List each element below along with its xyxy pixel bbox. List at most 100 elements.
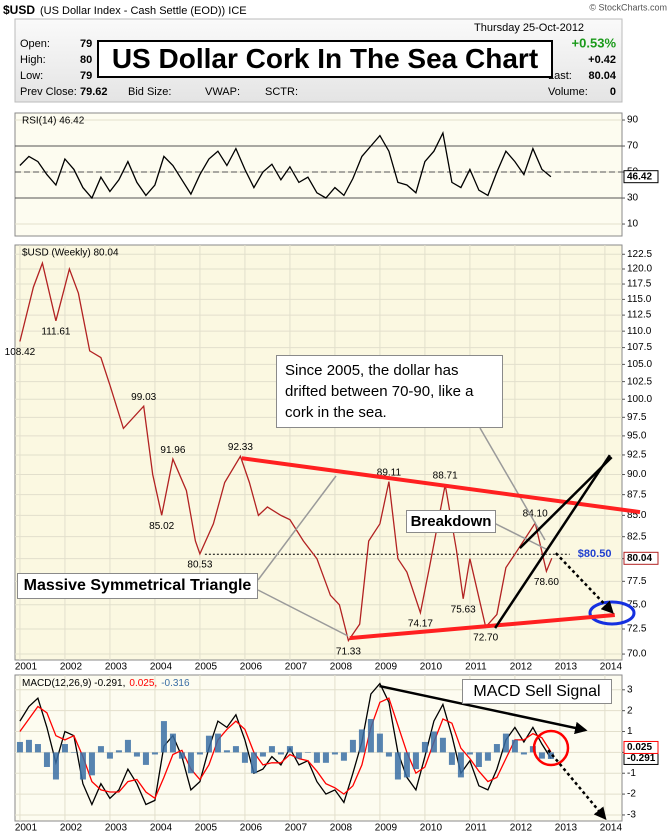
callout: Massive Symmetrical Triangle bbox=[17, 573, 258, 599]
description: (US Dollar Index - Cash Settle (EOD)) IC… bbox=[40, 5, 247, 17]
x-tick-label: 2010 bbox=[420, 662, 443, 673]
callout: Since 2005, the dollar has drifted betwe… bbox=[276, 355, 503, 428]
peak-label: 92.33 bbox=[228, 442, 253, 453]
x-tick-label: 2008 bbox=[330, 662, 353, 673]
y-tick-label: 1 bbox=[627, 726, 633, 737]
legend: RSI(14) 46.42 bbox=[22, 116, 85, 127]
y-tick-label: 117.5 bbox=[627, 279, 652, 290]
histogram-bar bbox=[52, 752, 59, 780]
histogram-bar bbox=[34, 744, 41, 753]
field-value: 80.04 bbox=[588, 70, 616, 82]
x-tick-label: 2003 bbox=[105, 823, 128, 834]
peak-label: 91.96 bbox=[160, 445, 185, 456]
annotation-layer bbox=[241, 427, 641, 821]
field-label: VWAP: bbox=[205, 86, 240, 98]
x-tick-label: 2005 bbox=[195, 823, 218, 834]
histogram-bar bbox=[187, 752, 194, 774]
histogram-bar bbox=[61, 744, 68, 753]
histogram-bar bbox=[286, 746, 293, 753]
histogram-bar bbox=[79, 752, 86, 780]
y-tick-label: 70 bbox=[627, 141, 639, 152]
field-label: Open: bbox=[20, 38, 50, 50]
trough-label: 74.17 bbox=[408, 618, 433, 629]
highlight-circle bbox=[532, 729, 570, 767]
y-tick-label: 3 bbox=[627, 684, 633, 695]
field-label: Last: bbox=[548, 70, 572, 82]
series-line bbox=[19, 260, 553, 643]
value-tag bbox=[623, 740, 659, 754]
y-tick-label: 82.5 bbox=[627, 531, 647, 542]
x-tick-label: 2001 bbox=[15, 662, 38, 673]
histogram-bar bbox=[304, 752, 311, 753]
y-tick-label: -2 bbox=[627, 789, 636, 800]
callout-pointer bbox=[257, 475, 337, 581]
histogram-bar bbox=[538, 752, 545, 759]
value-tag bbox=[623, 551, 659, 565]
histogram-bar bbox=[331, 752, 338, 755]
x-tick-label: 2005 bbox=[195, 662, 218, 673]
y-tick-label: 90 bbox=[627, 115, 639, 126]
x-tick-label: 2011 bbox=[465, 662, 487, 673]
x-tick-label: 2003 bbox=[105, 662, 128, 673]
histogram-bar bbox=[484, 752, 491, 761]
histogram-bar bbox=[457, 752, 464, 778]
histogram-bar bbox=[142, 752, 149, 765]
y-tick-label: -3 bbox=[627, 810, 636, 821]
y-tick-label: 2 bbox=[627, 705, 633, 716]
series-line bbox=[19, 697, 552, 800]
histogram-bar bbox=[115, 750, 122, 753]
y-tick-label: 72.5 bbox=[627, 624, 647, 635]
histogram-bar bbox=[547, 752, 554, 759]
histogram-bar bbox=[277, 752, 284, 755]
field-value: 0 bbox=[610, 86, 616, 98]
x-tick-label: 2013 bbox=[555, 823, 578, 834]
histogram-bar bbox=[133, 752, 140, 757]
x-tick-label: 2013 bbox=[555, 662, 578, 673]
trendline bbox=[241, 456, 641, 515]
legend: MACD(12,26,9) -0.291, 0.025, -0.316 bbox=[22, 678, 190, 689]
histogram-bar bbox=[259, 752, 266, 757]
histogram-bar bbox=[106, 752, 113, 759]
field-value: 80 bbox=[80, 54, 92, 66]
field-label: SCTR: bbox=[265, 86, 298, 98]
histogram-bar bbox=[403, 752, 410, 778]
histogram-bar bbox=[502, 733, 509, 753]
trendline bbox=[554, 552, 614, 614]
histogram-bar bbox=[358, 729, 365, 753]
trough-label: 78.60 bbox=[534, 577, 559, 588]
histogram-bar bbox=[124, 739, 131, 753]
x-tick-label: 2012 bbox=[510, 823, 533, 834]
x-tick-label: 2002 bbox=[60, 823, 83, 834]
callout: MACD Sell Signal bbox=[462, 679, 612, 704]
x-tick-label: 2008 bbox=[330, 823, 353, 834]
x-tick-label: 2004 bbox=[150, 823, 173, 834]
x-tick-label: 2007 bbox=[285, 823, 308, 834]
y-tick-label: 95.0 bbox=[627, 431, 647, 442]
histogram-bar bbox=[322, 752, 329, 763]
histogram-bar bbox=[493, 744, 500, 753]
change: +0.42 bbox=[588, 54, 616, 66]
legend: $USD (Weekly) 80.04 bbox=[22, 248, 119, 259]
callout-pointer bbox=[479, 427, 546, 541]
histogram-bar bbox=[385, 752, 392, 757]
peak-label: 89.11 bbox=[377, 467, 402, 478]
x-tick-label: 2001 bbox=[15, 823, 38, 834]
histogram-bar bbox=[205, 735, 212, 753]
histogram-bar bbox=[97, 746, 104, 753]
x-tick-label: 2009 bbox=[375, 662, 398, 673]
histogram-bar bbox=[232, 746, 239, 753]
x-tick-label: 2014 bbox=[600, 823, 623, 834]
x-tick-label: 2002 bbox=[60, 662, 83, 673]
x-tick-label: 2011 bbox=[465, 823, 487, 834]
histogram-bar bbox=[430, 731, 437, 753]
y-tick-label: 102.5 bbox=[627, 376, 652, 387]
x-tick-label: 2006 bbox=[240, 662, 263, 673]
value-tag-label: -0.291 bbox=[627, 753, 656, 764]
histogram-bar bbox=[241, 752, 248, 763]
histogram-bar bbox=[367, 719, 374, 753]
y-tick-label: 112.5 bbox=[627, 310, 652, 321]
histogram-bar bbox=[16, 741, 23, 753]
field-label: Low: bbox=[20, 70, 43, 82]
symbol: $USD bbox=[3, 3, 35, 17]
